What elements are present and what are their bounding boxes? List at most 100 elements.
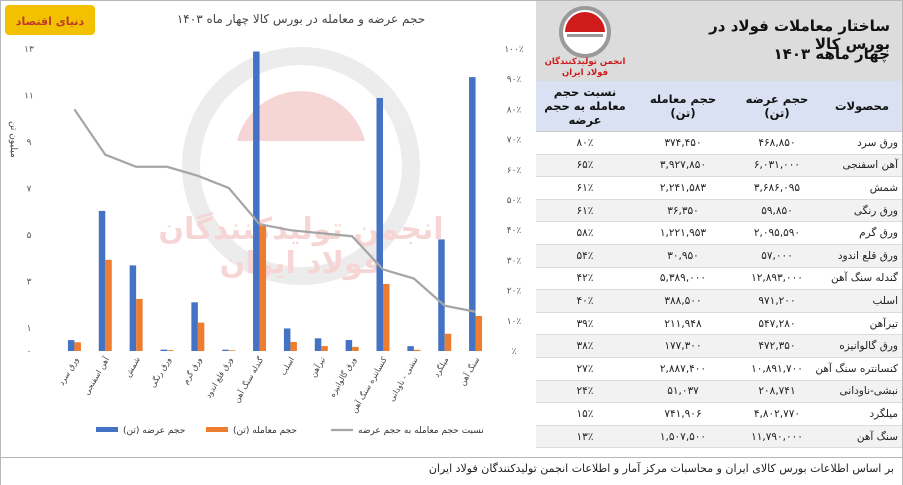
cell-trade: ۱,۲۲۱,۹۵۳	[634, 221, 732, 245]
y-right-tick-label: ۸۰٪	[507, 105, 522, 115]
cell-ratio: ۳۸٪	[536, 334, 634, 358]
cell-trade: ۳۶,۳۵۰	[634, 199, 732, 223]
bar-offer	[160, 349, 167, 351]
table-row: ورق گالوانیزه ۴۷۲,۳۵۰ ۱۷۷,۳۰۰ ۳۸٪	[536, 334, 902, 358]
cell-trade: ۳۷۴,۴۵۰	[634, 131, 732, 155]
brand-logo: دنیای اقتصاد	[5, 5, 95, 35]
data-table: محصولات حجم عرضه (تن) حجم معامله (تن) نس…	[536, 81, 902, 449]
cell-trade: ۷۴۱,۹۰۶	[634, 402, 732, 426]
y-left-tick-label: ۱۱	[24, 91, 34, 101]
cell-offer: ۹۷۱,۲۰۰	[732, 289, 822, 313]
y-right-tick-label: ۹۰٪	[507, 75, 522, 85]
x-tick-label: ورق رنگی	[147, 355, 173, 389]
table-title-line2: چهار ماهه ۱۴۰۳	[773, 45, 890, 63]
cell-trade: ۳,۹۲۷,۸۵۰	[634, 154, 732, 178]
y-right-tick-label: ۱۰٪	[507, 317, 522, 327]
table-header-row: محصولات حجم عرضه (تن) حجم معامله (تن) نس…	[536, 81, 902, 132]
bar-offer	[222, 349, 229, 351]
cell-ratio: ۶۱٪	[536, 176, 634, 200]
cell-offer: ۶,۰۳۱,۰۰۰	[732, 154, 822, 178]
cell-product: آهن اسفنجی	[822, 154, 902, 178]
cell-offer: ۵۷,۰۰۰	[732, 244, 822, 268]
bar-offer	[407, 346, 414, 351]
cell-product: ورق رنگی	[822, 199, 902, 223]
cell-offer: ۴۷۲,۳۵۰	[732, 334, 822, 358]
bar-offer	[191, 302, 198, 351]
bar-trade	[167, 350, 174, 351]
bar-offer	[314, 338, 322, 351]
x-tick-label: شمش	[123, 355, 142, 378]
table-row: تیرآهن ۵۴۷,۲۸۰ ۲۱۱,۹۴۸ ۳۹٪	[536, 312, 902, 336]
header-product: محصولات	[822, 81, 902, 132]
bar-trade	[228, 350, 236, 351]
cell-product: کنسانتره سنگ آهن	[815, 357, 902, 381]
cell-ratio: ۵۸٪	[536, 221, 634, 245]
x-tick-label: آهن اسفنجی	[81, 354, 111, 396]
cell-ratio: ۴۰٪	[536, 289, 634, 313]
bar-trade	[352, 346, 359, 351]
header-ratio: نسبت حجم معامله به حجم عرضه	[536, 81, 634, 132]
bar-trade	[383, 283, 390, 351]
bar-offer	[98, 210, 106, 351]
cell-trade: ۵,۳۸۹,۰۰۰	[634, 267, 732, 291]
bar-offer	[283, 328, 291, 351]
table-title-line1: ساختار معاملات فولاد در بورس کالا	[709, 17, 890, 53]
cell-offer: ۱۱,۷۹۰,۰۰۰	[732, 425, 822, 449]
x-axis-labels: ورق سرد آهن اسفنجی شمش ورق رنگی ورق گرم ورق ق…	[57, 354, 482, 414]
cell-product: تیرآهن	[822, 312, 902, 336]
cell-offer: ۵۹,۸۵۰	[732, 199, 822, 223]
x-tick-label: اسلب	[279, 356, 297, 377]
source-bar: بر اساس اطلاعات بورس کالای ایران و محاسب…	[1, 457, 902, 485]
cell-ratio: ۲۴٪	[536, 380, 634, 404]
cell-ratio: ۶۱٪	[536, 199, 634, 223]
cell-trade: ۱,۵۰۷,۵۰۰	[634, 425, 732, 449]
cell-product: نبشی-ناودانی	[822, 380, 902, 404]
cell-trade: ۲,۸۸۷,۴۰۰	[634, 357, 732, 381]
y-left-tick-label: ۹	[27, 138, 32, 148]
bar-trade	[74, 342, 81, 351]
watermark-line1: انجمن تولیدکنندگان	[158, 211, 443, 247]
cell-offer: ۲,۰۹۵,۵۹۰	[732, 221, 822, 245]
cell-trade: ۳۰,۹۵۰	[634, 244, 732, 268]
table-row: سنگ آهن ۱۱,۷۹۰,۰۰۰ ۱,۵۰۷,۵۰۰ ۱۳٪	[536, 425, 902, 449]
y-left-tick-label: ۷	[27, 184, 32, 194]
cell-product: ورق گالوانیزه	[822, 334, 902, 358]
watermark-line2: فولاد ایران	[220, 246, 383, 281]
cell-ratio: ۵۴٪	[536, 244, 634, 268]
x-tick-label: تیرآهن	[308, 355, 327, 379]
chart-panel: انجمن تولیدکنندگان فولاد ایران حجم عرضه …	[1, 1, 536, 456]
cell-ratio: ۶۵٪	[536, 154, 634, 178]
table-row: میلگرد ۴,۸۰۲,۷۷۰ ۷۴۱,۹۰۶ ۱۵٪	[536, 402, 902, 426]
y-left-tick-label: ۱	[27, 324, 32, 334]
y-left-tick-label: ۵	[27, 231, 32, 241]
table-row: ورق سرد ۴۶۸,۸۵۰ ۳۷۴,۴۵۰ ۸۰٪	[536, 131, 902, 155]
table-row: شمش ۳,۶۸۶,۰۹۵ ۲,۲۴۱,۵۸۳ ۶۱٪	[536, 176, 902, 200]
x-tick-label: ورق گالوانیزه	[327, 355, 358, 399]
ratio-line	[73, 108, 476, 313]
bar-offer	[345, 340, 353, 351]
legend: حجم عرضه (تن) حجم معامله (تن) نسبت حجم معا…	[96, 426, 484, 436]
bar-trade	[444, 333, 452, 351]
watermark: انجمن تولیدکنندگان فولاد ایران	[158, 47, 444, 285]
y-right-tick-label: ۱۰۰٪	[504, 45, 524, 55]
table-panel: ساختار معاملات فولاد در بورس کالا چهار م…	[536, 1, 902, 456]
bars-group	[67, 51, 483, 352]
y-left-tick-label: ۱۳	[24, 45, 34, 55]
bar-offer	[129, 265, 137, 351]
x-tick-label: ورق سرد	[57, 355, 80, 387]
bar-trade	[321, 346, 328, 351]
table-row: ورق رنگی ۵۹,۸۵۰ ۳۶,۳۵۰ ۶۱٪	[536, 199, 902, 223]
bar-trade	[136, 298, 143, 351]
cell-offer: ۱۲,۸۹۳,۰۰۰	[732, 267, 822, 291]
table-row: آهن اسفنجی ۶,۰۳۱,۰۰۰ ۳,۹۲۷,۸۵۰ ۶۵٪	[536, 154, 902, 178]
bar-trade	[259, 225, 267, 351]
cell-product: میلگرد	[822, 402, 902, 426]
legend-swatch-offer	[96, 427, 118, 432]
table-row: ورق قلع اندود ۵۷,۰۰۰ ۳۰,۹۵۰ ۵۴٪	[536, 244, 902, 268]
table-title-box: ساختار معاملات فولاد در بورس کالا چهار م…	[536, 1, 902, 81]
legend-swatch-trade	[206, 427, 228, 432]
chart-title: حجم عرضه و معامله در بورس کالا چهار ماه …	[177, 12, 425, 27]
bar-trade	[475, 315, 483, 351]
association-logo-line1: انجمن تولیدکنندگان	[544, 57, 626, 67]
